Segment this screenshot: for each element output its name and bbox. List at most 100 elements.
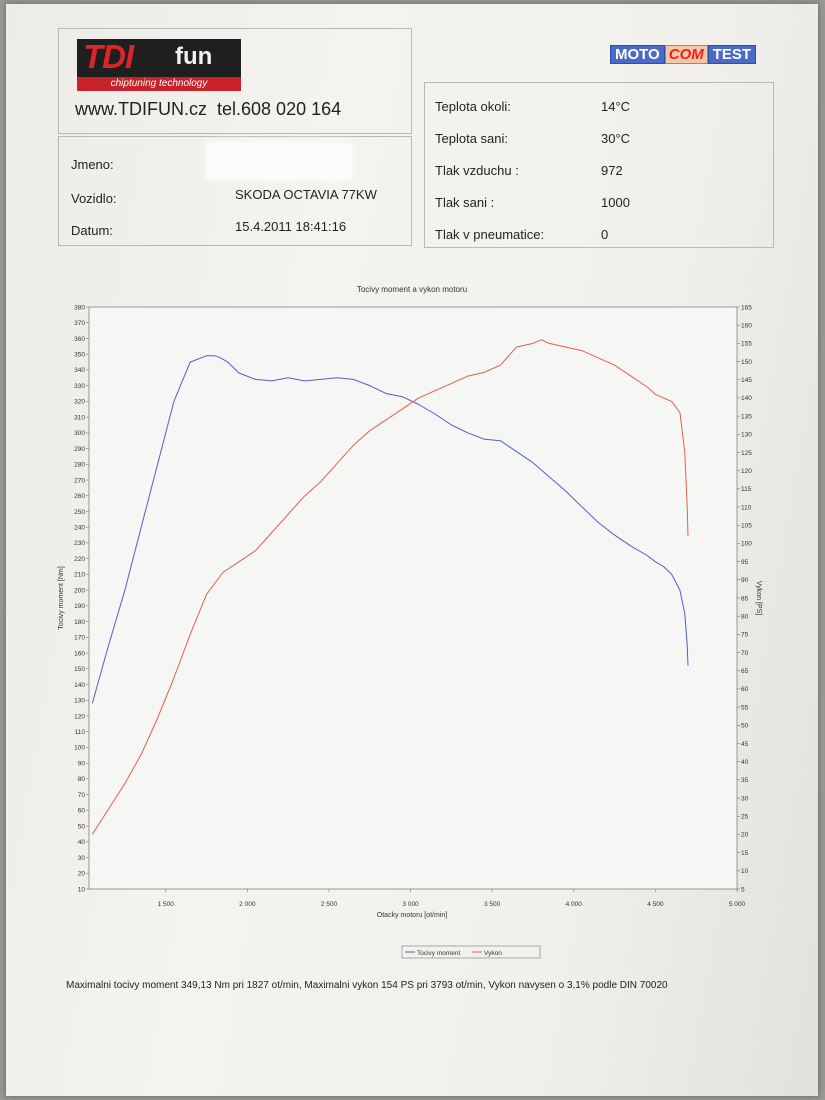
y-right-tick-label: 50 [741, 723, 749, 730]
x-tick-label: 1 500 [158, 901, 175, 908]
date-value: 15.4.2011 18:41:16 [235, 219, 347, 234]
condition-value: 14°C [601, 99, 631, 114]
y-right-tick-label: 90 [741, 577, 749, 584]
y-right-tick-label: 105 [741, 523, 752, 530]
y-right-tick-label: 110 [741, 504, 752, 511]
logo-fun-text: fun [175, 43, 213, 70]
x-tick-group: 1 500 2 000 2 500 3 000 3 500 4 000 4 500 5 000 [158, 889, 746, 908]
y-left-tick-label: 340 [74, 367, 85, 374]
y-left-tick-label: 270 [74, 477, 85, 484]
y-left-tick-label: 20 [78, 871, 86, 878]
y-left-tick-label: 190 [74, 603, 85, 610]
chart-root: Tocivy moment a vykon motoru 10 20 30 40 50 6… [58, 285, 762, 959]
y-left-tick-label: 210 [74, 572, 85, 579]
logo-tdi-text: TDI [83, 39, 134, 75]
condition-label: Teplota okoli: [435, 99, 511, 114]
series-line-torque [91, 355, 689, 704]
x-tick-label: 2 500 [321, 901, 338, 908]
y-left-tick-label: 380 [74, 304, 85, 311]
logo-box: TDI fun chiptuning technology www.TDIFUN… [58, 28, 412, 134]
y-right-tick-label: 115 [741, 486, 752, 493]
logo-tagline: chiptuning technology [77, 77, 241, 91]
website-text: www.TDIFUN.cz [75, 99, 207, 119]
y-right-tick-label: 85 [741, 595, 749, 602]
y-right-tick-label: 70 [741, 650, 749, 657]
y-right-tick-label: 60 [741, 686, 749, 693]
phone-text: tel.608 020 164 [217, 99, 342, 119]
y-right-tick-label: 10 [741, 868, 749, 875]
legend-label-power: Vykon [484, 950, 502, 957]
y-right-tick-label: 140 [741, 395, 752, 402]
y-left-tick-label: 50 [78, 823, 86, 830]
y-left-tick-label: 330 [74, 383, 85, 390]
y-right-tick-label: 145 [741, 377, 752, 384]
condition-label: Tlak sani : [435, 195, 495, 210]
condition-label: Teplota sani: [435, 131, 508, 146]
legend-box [401, 945, 541, 959]
y-left-tick-label: 300 [74, 430, 85, 437]
y-left-tick-label: 90 [78, 760, 86, 767]
y-right-tick-label: 65 [741, 668, 749, 675]
moto-logo-left: MOTO [610, 45, 665, 64]
x-tick-label: 4 000 [566, 901, 583, 908]
series-line-power [91, 339, 689, 835]
conditions-box: Teplota okoli: 14°C Teplota sani: 30°C T… [424, 82, 774, 248]
y-right-tick-label: 155 [741, 341, 752, 348]
plot-area [88, 306, 738, 890]
y-right-tick-group: 5 10 15 20 25 30 35 40 45 50 55 60 65 70 75 80 85 90 95 100… [737, 304, 752, 893]
y-right-tick-label: 125 [741, 450, 752, 457]
y-right-tick-label: 15 [741, 850, 749, 857]
y-left-tick-label: 370 [74, 320, 85, 327]
y-right-tick-label: 165 [741, 304, 752, 311]
y-right-tick-label: 120 [741, 468, 752, 475]
moto-logo-right: TEST [707, 45, 757, 64]
y-left-tick-label: 260 [74, 493, 85, 500]
y-right-tick-label: 135 [741, 413, 752, 420]
y-right-tick-label: 80 [741, 613, 749, 620]
y-right-tick-label: 55 [741, 704, 749, 711]
y-left-tick-label: 280 [74, 462, 85, 469]
y-left-tick-label: 120 [74, 713, 85, 720]
contact-line: www.TDIFUN.cz tel.608 020 164 [75, 99, 341, 120]
y-right-tick-label: 100 [741, 541, 752, 548]
condition-value: 972 [601, 163, 623, 178]
legend: Tocivy moment Vykon [401, 945, 541, 959]
x-tick-label: 4 500 [647, 901, 664, 908]
y-left-tick-label: 350 [74, 351, 85, 358]
y-left-tick-label: 160 [74, 650, 85, 657]
condition-label: Tlak vzduchu : [435, 163, 519, 178]
y-left-tick-label: 230 [74, 540, 85, 547]
y-left-tick-label: 100 [74, 745, 85, 752]
y-left-tick-label: 180 [74, 619, 85, 626]
x-axis-label: Otacky motoru [ot/min] [377, 912, 447, 919]
y-right-tick-label: 35 [741, 777, 749, 784]
y-right-tick-label: 40 [741, 759, 749, 766]
vehicle-info-box: Jmeno: Vozidlo: SKODA OCTAVIA 77KW Datum… [58, 136, 412, 246]
y-left-tick-label: 240 [74, 525, 85, 532]
y-left-tick-label: 320 [74, 399, 85, 406]
y-left-tick-label: 30 [78, 855, 86, 862]
condition-label: Tlak v pneumatice: [435, 227, 545, 242]
redacted-name [207, 143, 351, 179]
y-left-tick-label: 310 [74, 414, 85, 421]
condition-value: 30°C [601, 131, 631, 146]
vehicle-label: Vozidlo: [71, 191, 117, 206]
y-left-tick-label: 40 [78, 839, 86, 846]
y-right-tick-label: 150 [741, 359, 752, 366]
y-left-tick-label: 140 [74, 682, 85, 689]
y-axis-label-right: Vykon [PS] [755, 581, 762, 615]
moto-logo-mid: COM [664, 45, 708, 64]
y-right-tick-label: 45 [741, 741, 749, 748]
vehicle-value: SKODA OCTAVIA 77KW [235, 187, 377, 202]
y-left-tick-label: 170 [74, 635, 85, 642]
y-left-tick-label: 70 [78, 792, 86, 799]
y-left-tick-label: 60 [78, 808, 86, 815]
y-right-tick-label: 95 [741, 559, 749, 566]
y-left-tick-label: 80 [78, 776, 86, 783]
date-label: Datum: [71, 223, 113, 238]
y-right-tick-label: 130 [741, 432, 752, 439]
y-right-tick-label: 75 [741, 632, 749, 639]
name-label: Jmeno: [71, 157, 114, 172]
y-right-tick-label: 5 [741, 886, 745, 893]
